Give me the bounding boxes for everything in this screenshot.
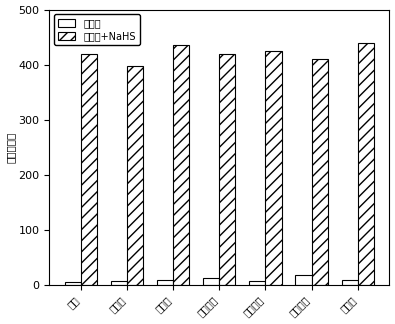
Bar (81, 54, 97, 285)
Legend: 竞争物, 竞争物+NaHS: 竞争物, 竞争物+NaHS (54, 14, 139, 45)
Bar (127, 66, 143, 285)
Bar (249, 281, 265, 285)
Bar (111, 281, 127, 285)
Bar (173, 45, 189, 285)
Bar (203, 278, 219, 285)
Bar (342, 280, 358, 285)
Bar (295, 275, 312, 285)
Y-axis label: 相对荧光度: 相对荧光度 (6, 132, 15, 163)
Bar (219, 54, 235, 285)
Bar (312, 59, 328, 285)
Bar (358, 43, 374, 285)
Bar (265, 51, 282, 285)
Bar (65, 282, 81, 285)
Bar (157, 280, 173, 285)
